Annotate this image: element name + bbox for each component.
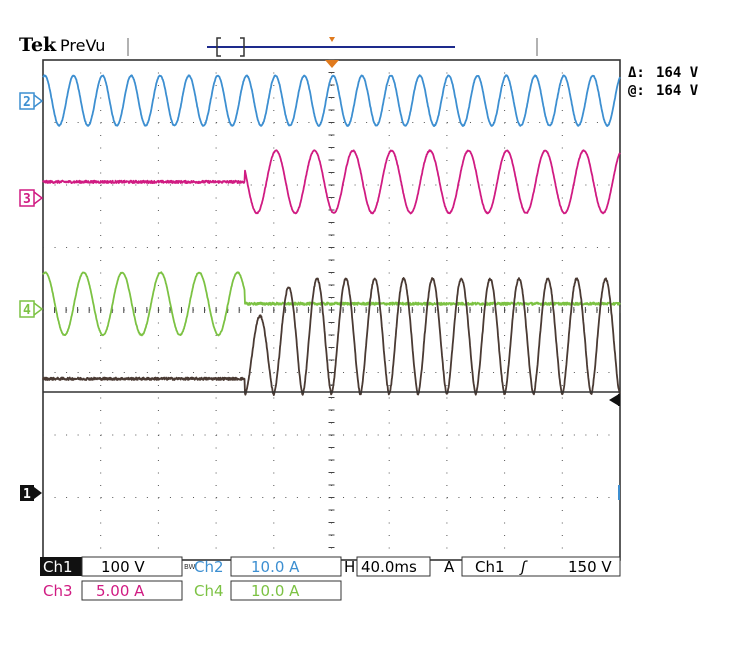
timebase-prefix: H (344, 558, 355, 576)
ch3-label: Ch3 (43, 582, 73, 600)
graticule (42, 59, 621, 561)
trigger-slope-icon: ʃ (519, 558, 528, 576)
cursor-at-value: 164 V (656, 83, 699, 99)
ch4-label: Ch4 (194, 582, 224, 600)
ch2-label: Ch2 (194, 558, 224, 576)
record-trigger-marker (329, 37, 335, 42)
svg-text:2: 2 (23, 95, 31, 110)
channel-marker-ch3[interactable]: 3 (19, 189, 44, 207)
trigger-source: Ch1 (475, 558, 505, 576)
cursor-delta-label: Δ: (628, 65, 645, 81)
channel-marker-ch1[interactable]: 1 (20, 485, 42, 502)
mode-label: PreVu (60, 36, 105, 55)
ch1-scale: 100 V (101, 558, 145, 576)
timebase-value: 40.0ms (361, 558, 417, 576)
trigger-level-arrow-icon (609, 394, 619, 406)
status-bar: Ch1 100 V BW Ch2 10.0 A H 40.0ms A Ch1 ʃ… (40, 556, 621, 601)
waveform-ch2 (42, 74, 621, 127)
svg-text:1: 1 (23, 487, 31, 502)
waveform-ch3 (42, 149, 621, 215)
trigger-mode: A (444, 558, 455, 576)
waveform-ch4 (42, 271, 621, 337)
channel-marker-ch4[interactable]: 4 (19, 300, 44, 318)
ch2-scale: 10.0 A (251, 558, 300, 576)
svg-text:4: 4 (23, 303, 31, 318)
trigger-position-marker-icon (325, 60, 339, 68)
ch1-label: Ch1 (43, 558, 73, 576)
waveform-ch1 (42, 276, 621, 397)
cursor-delta-value: 164 V (656, 65, 699, 81)
record-position-bar (207, 37, 455, 57)
ch3-scale: 5.00 A (96, 582, 145, 600)
waveforms (42, 74, 621, 397)
svg-text:3: 3 (23, 192, 31, 207)
ch4-scale: 10.0 A (251, 582, 300, 600)
trigger-level: 150 V (568, 558, 612, 576)
bandwidth-limit-flag: BW (184, 563, 196, 571)
cursor-at-label: @: (628, 83, 645, 99)
trigger-indicators (43, 60, 620, 500)
brand-logo: Tek (19, 34, 57, 56)
channel-marker-ch2[interactable]: 2 (19, 92, 44, 110)
